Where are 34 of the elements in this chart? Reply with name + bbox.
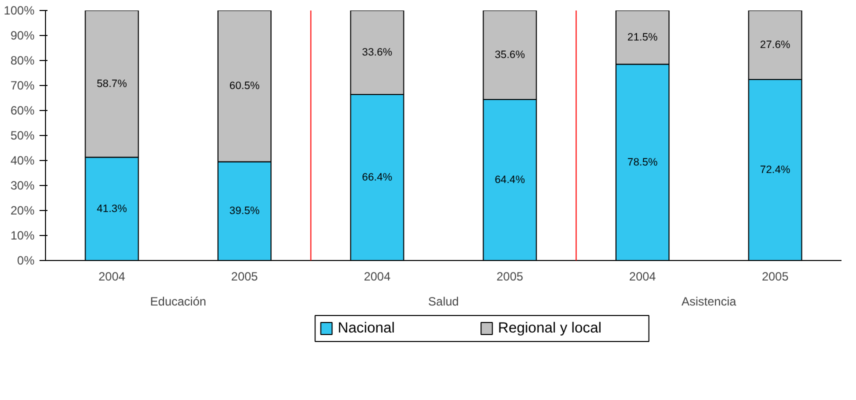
y-tick-label: 0% (17, 254, 35, 268)
y-tick-label: 20% (10, 204, 35, 218)
data-label: 27.6% (760, 39, 791, 51)
text: Asistencia (681, 294, 737, 308)
text: Salud (428, 294, 459, 308)
data-label: 41.3% (96, 202, 128, 215)
data-label: 39.5% (229, 205, 260, 218)
data-label: 35.6% (494, 49, 526, 61)
data-label: 78.5% (627, 156, 658, 168)
y-tick-label: 30% (10, 178, 35, 192)
y-tick-label: 80% (10, 54, 35, 68)
x-tick-label: 2004 (98, 270, 126, 284)
y-tick-label: 70% (10, 78, 35, 92)
x-tick-label: 2005 (496, 270, 524, 284)
x-tick-label: 2004 (364, 270, 391, 284)
y-tick-label: 60% (10, 104, 35, 118)
data-label: 66.4% (362, 172, 393, 184)
x-tick-label: 2005 (231, 270, 258, 284)
legend-label: Nacional (338, 320, 395, 336)
data-label: 58.7% (96, 78, 128, 90)
x-tick-label: 2004 (629, 270, 656, 284)
data-label: 64.4% (494, 174, 526, 186)
y-tick-label: 90% (10, 28, 35, 42)
y-tick-label: 10% (10, 228, 35, 242)
text: Educación (150, 294, 206, 308)
data-label: 21.5% (627, 31, 658, 44)
y-tick-label: 100% (4, 4, 35, 18)
data-label: 33.6% (362, 46, 393, 58)
data-label: 60.5% (229, 80, 260, 92)
y-tick-label: 40% (10, 154, 35, 168)
legend-label: Regional y local (498, 320, 602, 336)
x-tick-label: 2005 (762, 270, 789, 284)
y-tick-label: 50% (10, 128, 35, 142)
data-label: 72.4% (760, 164, 791, 176)
